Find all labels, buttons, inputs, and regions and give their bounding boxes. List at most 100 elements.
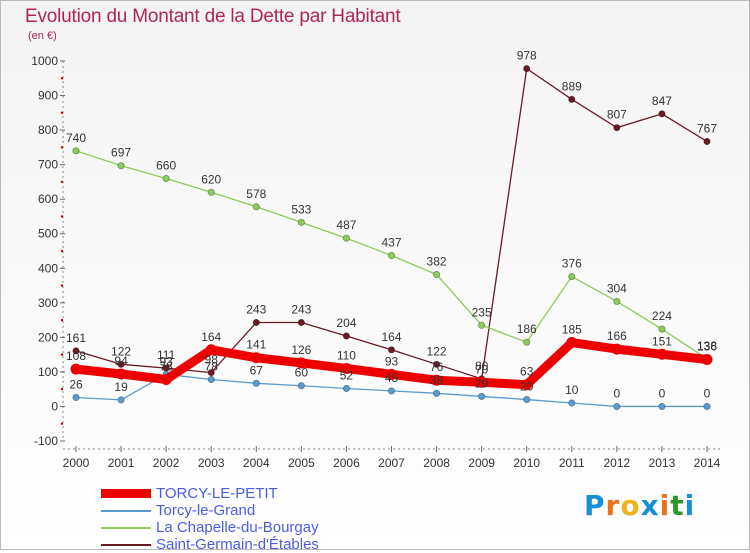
chart-subtitle: (en €): [28, 30, 57, 42]
x-tick-label: 2002: [153, 456, 180, 470]
data-label-2: 0: [614, 386, 621, 400]
y-tick-label: 700: [38, 158, 58, 172]
data-label-1: 697: [111, 146, 131, 160]
series-point-3: [566, 337, 578, 349]
x-tick-label: 2014: [694, 456, 721, 470]
x-tick-label: 2005: [288, 456, 315, 470]
series-point-3: [115, 368, 127, 380]
data-label-2: 78: [205, 360, 219, 374]
y-tick-label: 100: [38, 365, 58, 379]
series-point-2: [387, 387, 396, 395]
data-label-3: 76: [430, 360, 444, 374]
data-label-2: 26: [69, 377, 83, 391]
x-tick-label: 2001: [108, 456, 135, 470]
data-label-2: 52: [340, 368, 354, 382]
series-point-3: [340, 362, 352, 374]
legend-swatch: [101, 526, 151, 529]
data-label-3: 185: [562, 323, 582, 337]
y-minor-tick: [60, 111, 64, 115]
data-label-1: 660: [156, 158, 176, 172]
series-point-0: [117, 360, 125, 368]
x-tick-label: 2013: [649, 456, 676, 470]
logo-letter: x: [640, 489, 660, 522]
data-label-0: 80: [475, 359, 489, 373]
legend-item: Torcy-le-Grand: [101, 502, 319, 519]
series-point-3: [70, 363, 82, 375]
x-tick-label: 2009: [468, 456, 495, 470]
proxiti-logo: Proxiti: [584, 489, 695, 522]
series-point-2: [703, 402, 711, 411]
data-label-2: 0: [704, 386, 711, 400]
x-tick-label: 2008: [423, 456, 450, 470]
series-point-1: [387, 251, 396, 260]
series-point-2: [252, 379, 260, 387]
logo-letter: i: [684, 489, 696, 522]
data-labels: 161 122 111 98 243 243 204 164 122 80 978 889 807 847…: [66, 49, 717, 401]
y-minor-tick: [60, 387, 64, 391]
data-label-0: 243: [246, 303, 266, 317]
data-label-2: 0: [659, 386, 666, 400]
series-point-1: [207, 188, 215, 196]
data-label-0: 111: [157, 348, 176, 362]
data-label-0: 164: [381, 330, 401, 344]
y-minor-tick: [60, 77, 64, 80]
series-point-3: [656, 348, 668, 360]
data-label-1: 533: [291, 202, 311, 216]
series-point-2: [297, 382, 305, 390]
x-tick-label: 2011: [559, 456, 585, 470]
data-label-0: 98: [205, 353, 219, 367]
y-minor-tick: [60, 215, 64, 218]
legend-label: La Chapelle-du-Bourgay: [156, 519, 319, 536]
data-label-3: 94: [114, 354, 128, 368]
series-point-3: [250, 352, 262, 364]
data-label-1: 186: [517, 322, 537, 336]
data-label-2: 10: [565, 383, 579, 397]
legend-swatch: [101, 489, 151, 498]
x-tick-label: 2000: [63, 456, 90, 470]
data-label-2: 38: [430, 373, 444, 387]
series-point-0: [568, 95, 576, 103]
series-point-2: [117, 396, 125, 404]
data-label-2: 20: [520, 380, 534, 394]
y-minor-tick: [60, 249, 64, 253]
data-label-1: 382: [427, 254, 447, 268]
data-label-1: 138: [697, 339, 717, 353]
series-point-1: [297, 218, 305, 226]
legend-label: Saint-Germain-d'Étables: [156, 536, 319, 553]
series-point-2: [342, 384, 351, 393]
data-label-2: 67: [250, 363, 264, 377]
y-minor-tick: [60, 422, 64, 425]
series-point-3: [611, 343, 623, 355]
legend-swatch: [101, 509, 151, 512]
data-label-2: 45: [385, 371, 399, 385]
series-point-0: [613, 124, 621, 132]
data-label-3: 136: [697, 339, 717, 353]
y-minor-tick: [60, 146, 64, 149]
y-minor-tick: [60, 353, 64, 356]
data-label-3: 108: [66, 349, 86, 363]
data-label-1: 740: [66, 131, 86, 145]
y-tick-label: -100: [34, 434, 58, 448]
series-point-1: [432, 270, 441, 279]
x-tick-label: 2006: [333, 456, 360, 470]
series-point-0: [72, 347, 80, 355]
data-label-1: 235: [472, 305, 492, 319]
series-point-2: [658, 402, 666, 411]
series-point-1: [523, 338, 531, 346]
series-point-0: [387, 346, 396, 354]
series-point-1: [117, 162, 125, 170]
series-point-3: [295, 357, 307, 369]
legend-item: Saint-Germain-d'Étables: [101, 536, 319, 553]
series-point-1: [658, 325, 666, 333]
data-label-1: 304: [607, 281, 627, 295]
y-tick-label: 0: [51, 399, 58, 413]
data-label-3: 63: [520, 365, 534, 379]
y-tick-label: 800: [38, 123, 58, 137]
logo-letter: r: [605, 489, 621, 522]
series-point-2: [432, 389, 441, 397]
x-tick-label: 2012: [604, 456, 631, 470]
y-tick-label: 1000: [31, 54, 58, 68]
series-point-0: [342, 332, 351, 340]
legend-label: TORCY-LE-PETIT: [156, 485, 278, 502]
